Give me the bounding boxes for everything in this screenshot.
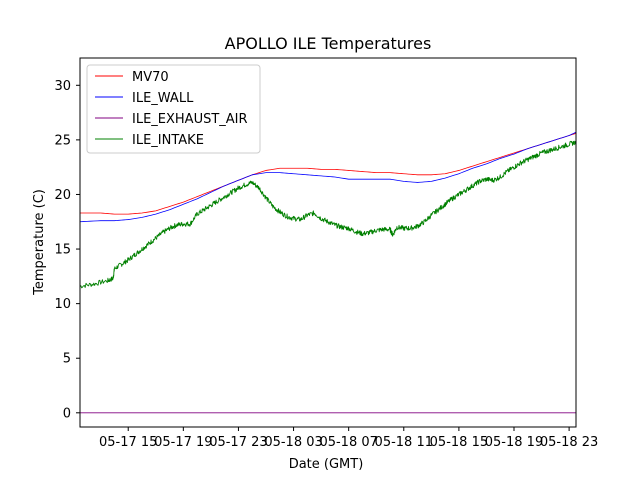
x-tick-label: 05-18 19 xyxy=(485,435,543,450)
x-tick-label: 05-17 19 xyxy=(154,435,212,450)
y-tick-label: 15 xyxy=(54,243,71,258)
x-tick-label: 05-18 15 xyxy=(430,435,488,450)
y-axis-title: Temperature (C) xyxy=(32,189,47,296)
legend-label-ile-exhaust-air: ILE_EXHAUST_AIR xyxy=(132,112,248,127)
x-tick-label: 05-18 07 xyxy=(319,435,377,450)
legend-label-ile-wall: ILE_WALL xyxy=(132,91,194,106)
y-tick-label: 0 xyxy=(63,406,71,421)
legend-label-ile-intake: ILE_INTAKE xyxy=(132,133,204,148)
y-tick-label: 30 xyxy=(54,79,71,94)
x-tick-label: 05-17 15 xyxy=(99,435,157,450)
chart-title: APOLLO ILE Temperatures xyxy=(225,34,432,53)
y-tick-label: 5 xyxy=(63,352,71,367)
series-line-ile-wall xyxy=(79,131,577,223)
legend-box xyxy=(86,64,261,154)
legend: MV70 ILE_WALL ILE_EXHAUST_AIR ILE_INTAKE xyxy=(86,64,261,154)
series-line-mv70 xyxy=(80,132,577,215)
legend-label-mv70: MV70 xyxy=(132,70,169,85)
series-layer xyxy=(79,131,577,414)
y-tick-label: 25 xyxy=(54,133,71,148)
x-tick-label: 05-18 11 xyxy=(375,435,433,450)
y-tick-label: 10 xyxy=(54,297,71,312)
x-tick-label: 05-18 23 xyxy=(540,435,598,450)
x-tick-label: 05-18 03 xyxy=(264,435,322,450)
x-axis-title: Date (GMT) xyxy=(289,457,364,472)
series-line-ile-intake xyxy=(79,140,577,289)
y-tick-label: 20 xyxy=(54,188,71,203)
x-tick-label: 05-17 23 xyxy=(209,435,267,450)
plot-frame xyxy=(79,57,577,428)
